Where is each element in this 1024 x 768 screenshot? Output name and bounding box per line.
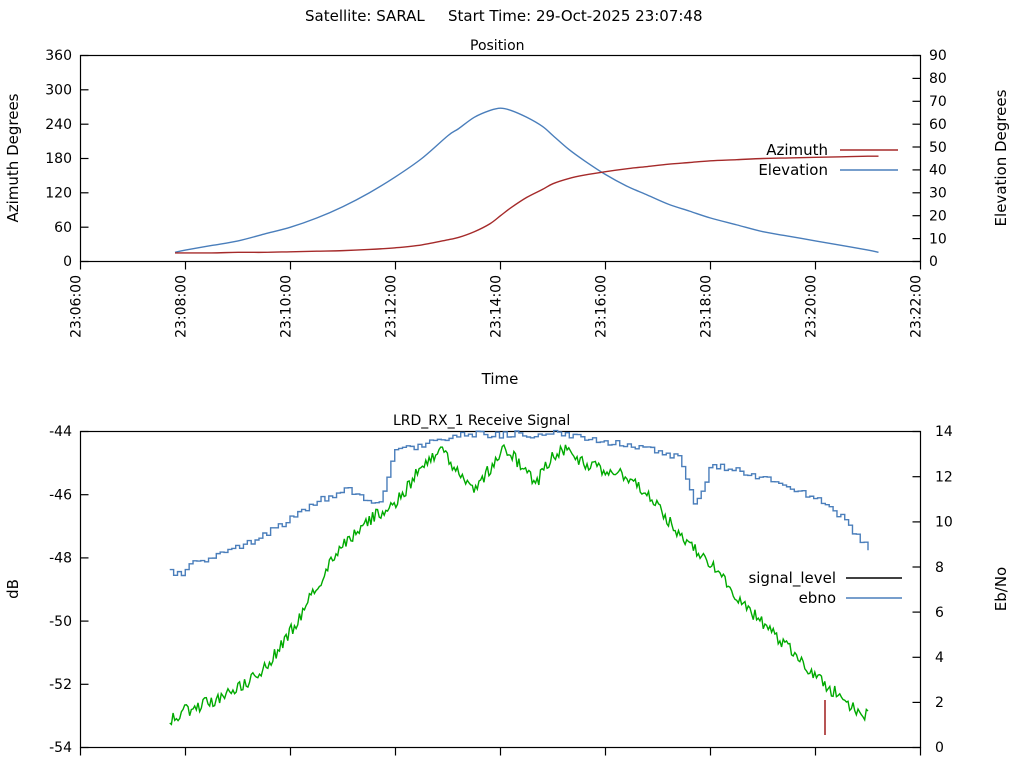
position-xtick-3: 23:12:00 <box>384 275 400 338</box>
receive-ytick-right-7: 14 <box>935 424 953 440</box>
receive-ytick-right-5: 10 <box>935 515 953 531</box>
position-ytick-right-2: 20 <box>929 209 947 225</box>
position-series-group <box>174 107 879 254</box>
start-time-label: Start Time: 29-Oct-2025 23:07:48 <box>448 7 703 25</box>
position-xtick-1: 23:08:00 <box>174 275 190 338</box>
legend-label-ebno: ebno <box>799 589 836 607</box>
elevation-line <box>174 107 879 254</box>
position-ytick-right-1: 10 <box>929 232 947 248</box>
receive-signal-left-axis: -54 -52 -50 -48 -46 -44 dB <box>4 424 89 756</box>
signal-level-line <box>169 443 869 726</box>
receive-ytick-right-3: 6 <box>935 605 944 621</box>
position-ytick-right-3: 30 <box>929 186 947 202</box>
position-ytick-right-5: 50 <box>929 140 947 156</box>
receive-signal-right-axis: 0 2 4 6 8 10 12 14 Eb/No <box>912 424 1010 756</box>
legend-label-elevation: Elevation <box>758 161 828 179</box>
receive-ytick-left-1: -52 <box>49 677 72 693</box>
position-ytick-left-3: 180 <box>45 151 72 167</box>
position-ytick-right-4: 40 <box>929 163 947 179</box>
receive-signal-legend: signal_level ebno <box>748 569 902 607</box>
position-chart-title: Position <box>470 38 525 54</box>
receive-ytick-left-3: -48 <box>49 551 72 567</box>
position-chart: Position 0 60 120 180 240 300 360 Azimut… <box>4 38 1010 388</box>
position-xtick-6: 23:18:00 <box>699 275 715 338</box>
receive-ytick-left-2: -50 <box>49 614 72 630</box>
position-ytick-left-5: 300 <box>45 83 72 99</box>
position-xtick-7: 23:20:00 <box>804 275 820 338</box>
position-xtick-0: 23:06:00 <box>69 275 85 338</box>
position-ytick-left-2: 120 <box>45 186 72 202</box>
position-left-axis: 0 60 120 180 240 300 360 Azimuth Degrees <box>4 48 89 270</box>
receive-signal-chart: LRD_RX_1 Receive Signal -54 -52 -50 -48 … <box>4 413 1010 756</box>
position-ylabel-left: Azimuth Degrees <box>4 93 22 222</box>
position-right-axis: 0 10 20 30 40 50 60 70 80 90 Elevation D… <box>912 48 1010 270</box>
receive-ytick-right-0: 0 <box>935 740 944 756</box>
receive-signal-x-axis <box>79 747 922 756</box>
position-ytick-right-6: 60 <box>929 117 947 133</box>
position-xtick-5: 23:16:00 <box>594 275 610 338</box>
receive-ytick-right-6: 12 <box>935 470 953 486</box>
position-xtick-4: 23:14:00 <box>489 275 505 338</box>
receive-ylabel-left: dB <box>4 579 22 599</box>
legend-label-signal-level: signal_level <box>748 569 836 588</box>
position-ytick-right-8: 80 <box>929 71 947 87</box>
receive-ytick-right-2: 4 <box>935 650 944 666</box>
position-x-axis: 23:06:00 23:08:00 23:10:00 23:12:00 23:1… <box>69 261 925 388</box>
receive-ytick-right-4: 8 <box>935 560 944 576</box>
receive-signal-series-group <box>169 429 869 735</box>
position-ytick-left-4: 240 <box>45 117 72 133</box>
receive-signal-chart-title: LRD_RX_1 Receive Signal <box>393 413 570 429</box>
receive-ytick-left-0: -54 <box>49 740 72 756</box>
position-xtick-2: 23:10:00 <box>279 275 295 338</box>
position-ytick-left-1: 60 <box>54 220 72 236</box>
position-legend: Azimuth Elevation <box>758 141 898 179</box>
position-xtick-8: 23:22:00 <box>909 275 925 338</box>
receive-ytick-left-4: -46 <box>49 488 72 504</box>
position-ylabel-right: Elevation Degrees <box>992 89 1010 226</box>
position-ytick-left-6: 360 <box>45 48 72 64</box>
position-ytick-right-0: 0 <box>929 254 938 270</box>
position-xlabel: Time <box>481 370 519 388</box>
receive-ytick-left-5: -44 <box>49 424 72 440</box>
position-ytick-right-9: 90 <box>929 48 947 64</box>
legend-label-azimuth: Azimuth <box>766 141 828 159</box>
position-ytick-left-0: 0 <box>63 254 72 270</box>
azimuth-line <box>175 155 879 254</box>
satellite-label: Satellite: SARAL <box>305 7 425 25</box>
ebno-line <box>169 429 869 577</box>
position-ytick-right-7: 70 <box>929 94 947 110</box>
receive-ylabel-right: Eb/No <box>992 567 1010 611</box>
receive-ytick-right-1: 2 <box>935 695 944 711</box>
